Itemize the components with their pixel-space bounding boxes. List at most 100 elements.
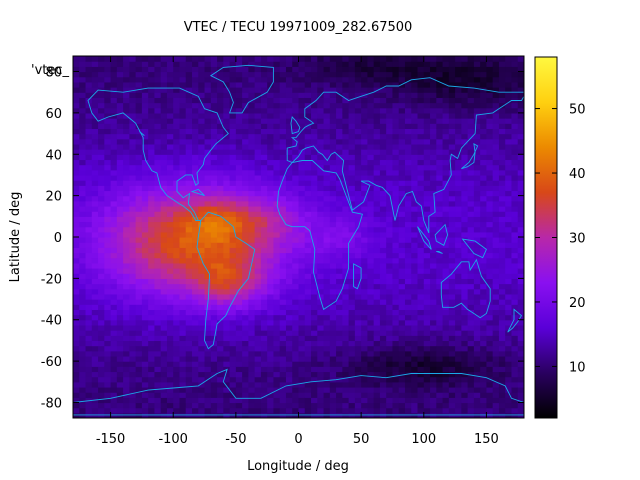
heatmap-cell (185, 71, 193, 78)
heatmap-cell (492, 66, 500, 73)
heatmap-cell (329, 397, 337, 404)
heatmap-cell (386, 304, 394, 310)
heatmap-cell (210, 128, 218, 135)
heatmap-cell (323, 81, 331, 88)
heatmap-cell (498, 361, 506, 367)
heatmap-cell (467, 71, 475, 78)
heatmap-cell (342, 174, 350, 181)
heatmap-cell (91, 154, 99, 161)
heatmap-cell (248, 324, 256, 331)
heatmap-cell (473, 205, 481, 212)
heatmap-cell (430, 288, 437, 295)
heatmap-cell (217, 407, 224, 414)
heatmap-cell (317, 309, 325, 316)
heatmap-cell (348, 299, 356, 305)
heatmap-cell (254, 185, 262, 192)
heatmap-cell (179, 216, 187, 223)
heatmap-cell (110, 345, 118, 352)
heatmap-cell (354, 350, 362, 357)
heatmap-cell (367, 412, 375, 418)
heatmap-cell (110, 180, 118, 186)
heatmap-cell (492, 149, 500, 155)
heatmap-cell (204, 92, 212, 98)
heatmap-cell (192, 143, 199, 150)
heatmap-cell (123, 366, 130, 373)
heatmap-cell (179, 149, 187, 155)
heatmap-cell (254, 226, 262, 233)
heatmap-cell (85, 195, 93, 202)
heatmap-cell (398, 205, 406, 212)
heatmap-cell (317, 355, 325, 362)
heatmap-cell (148, 149, 156, 155)
heatmap-cell (273, 345, 281, 352)
heatmap-cell (423, 278, 431, 285)
heatmap-cell (404, 283, 412, 290)
heatmap-cell (342, 81, 350, 88)
heatmap-cell (73, 71, 80, 78)
heatmap-cell (505, 350, 513, 357)
heatmap-cell (85, 216, 93, 223)
heatmap-cell (367, 386, 375, 393)
heatmap-cell (386, 237, 394, 243)
heatmap-cell (448, 138, 456, 145)
heatmap-cell (461, 381, 469, 388)
heatmap-cell (498, 412, 506, 418)
heatmap-cell (73, 381, 80, 388)
heatmap-cell (455, 185, 462, 192)
heatmap-cell (323, 76, 331, 83)
heatmap-cell (430, 309, 437, 316)
heatmap-cell (129, 309, 137, 316)
heatmap-cell (517, 386, 524, 393)
heatmap-cell (461, 61, 469, 67)
heatmap-cell (279, 319, 287, 326)
heatmap-cell (304, 61, 312, 67)
heatmap-cell (267, 402, 275, 409)
heatmap-cell (104, 324, 112, 331)
heatmap-cell (298, 226, 306, 233)
heatmap-cell (104, 76, 112, 83)
heatmap-cell (116, 299, 124, 305)
heatmap-cell (85, 407, 93, 414)
heatmap-cell (361, 397, 368, 404)
heatmap-cell (248, 185, 256, 192)
heatmap-cell (254, 350, 262, 357)
heatmap-cell (379, 231, 387, 238)
heatmap-cell (323, 278, 331, 285)
heatmap-cell (317, 102, 325, 109)
heatmap-cell (430, 330, 437, 336)
heatmap-cell (354, 397, 362, 404)
heatmap-cell (342, 366, 350, 373)
heatmap-cell (129, 149, 137, 155)
heatmap-cell (254, 200, 262, 207)
heatmap-cell (204, 402, 212, 409)
heatmap-cell (480, 278, 488, 285)
heatmap-cell (79, 87, 87, 93)
heatmap-cell (273, 216, 281, 223)
heatmap-cell (498, 242, 506, 248)
heatmap-cell (267, 180, 275, 186)
heatmap-cell (217, 133, 224, 140)
heatmap-cell (98, 231, 105, 238)
heatmap-cell (104, 330, 112, 336)
heatmap-cell (467, 340, 475, 347)
heatmap-cell (511, 102, 519, 109)
heatmap-cell (298, 402, 306, 409)
heatmap-cell (141, 205, 149, 212)
heatmap-cell (473, 397, 481, 404)
heatmap-cell (492, 97, 500, 104)
heatmap-cell (248, 66, 256, 73)
heatmap-cell (329, 154, 337, 161)
heatmap-cell (254, 169, 262, 176)
heatmap-cell (79, 355, 87, 362)
heatmap-cell (260, 283, 268, 290)
heatmap-cell (336, 180, 343, 186)
heatmap-cell (342, 118, 350, 124)
heatmap-cell (223, 350, 231, 357)
heatmap-cell (292, 205, 300, 212)
heatmap-cell (411, 205, 419, 212)
heatmap-cell (267, 268, 275, 274)
heatmap-cell (98, 386, 105, 393)
heatmap-cell (336, 118, 343, 124)
heatmap-cell (348, 118, 356, 124)
heatmap-cell (436, 97, 444, 104)
